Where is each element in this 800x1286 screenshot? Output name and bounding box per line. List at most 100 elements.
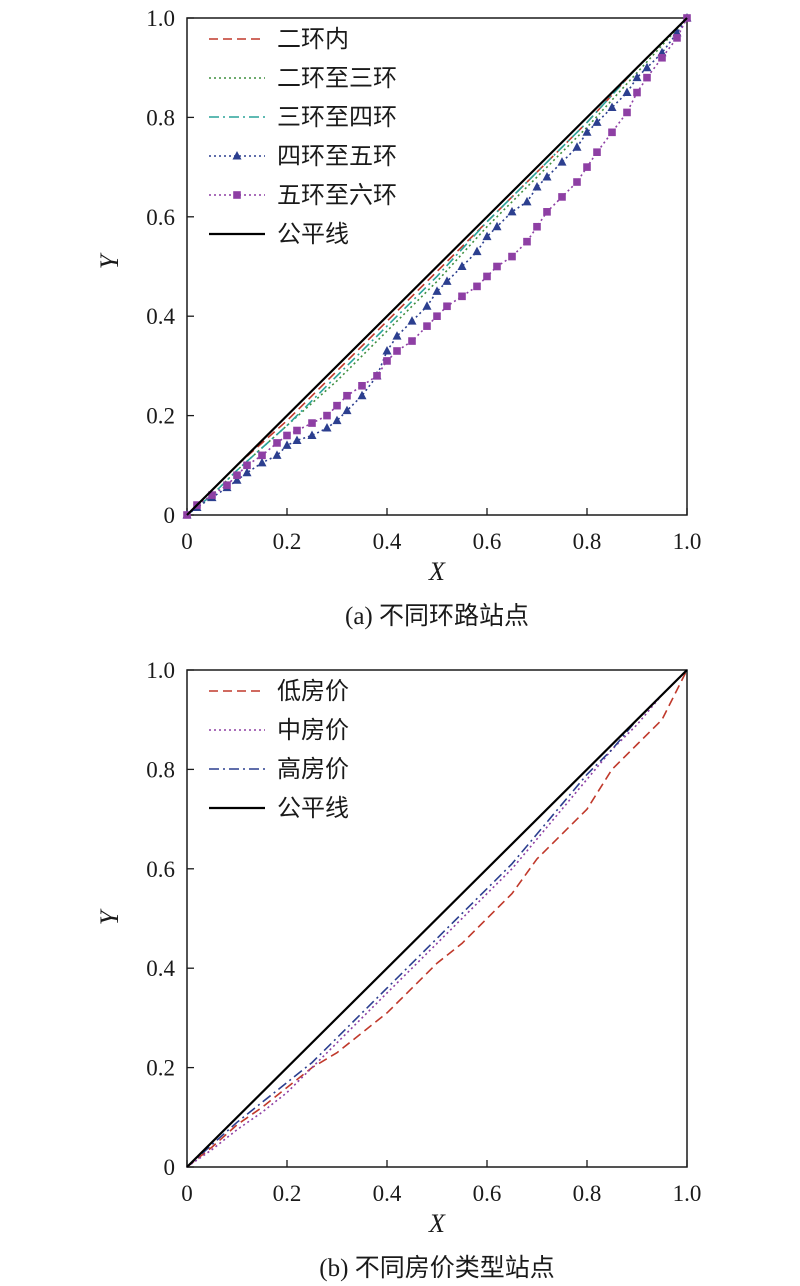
- series-line-0: [186, 669, 688, 1168]
- data-point: [422, 301, 432, 310]
- series-layer: [186, 669, 688, 1168]
- y-axis-label: Y: [95, 908, 124, 925]
- data-point: [593, 148, 601, 156]
- series-line-3: [186, 669, 688, 1168]
- x-tick-label: 0: [181, 529, 193, 554]
- x-tick-label: 0.4: [373, 1181, 402, 1206]
- legend-label: 公平线: [277, 220, 349, 248]
- data-point: [493, 262, 501, 271]
- x-ticks: 0 0.2 0.4 0.6 0.8 1.0: [181, 1160, 701, 1206]
- data-point: [622, 87, 632, 97]
- x-tick-label: 0.4: [373, 529, 402, 554]
- data-point: [223, 481, 231, 489]
- panel-caption: (b) 不同房价类型站点: [319, 1254, 554, 1282]
- data-point: [543, 208, 551, 216]
- data-point: [343, 391, 351, 400]
- y-tick-label: 0.2: [146, 404, 175, 429]
- series-line-2: [186, 17, 688, 516]
- data-point: [333, 401, 341, 410]
- data-point: [583, 163, 591, 171]
- data-point: [257, 457, 267, 467]
- data-point: [208, 491, 216, 499]
- legend-marker: [232, 151, 242, 160]
- data-point: [292, 435, 302, 444]
- data-point: [642, 62, 652, 72]
- x-tick-label: 0: [181, 1181, 193, 1206]
- y-tick-label: 0.8: [146, 757, 175, 782]
- data-point: [282, 440, 292, 449]
- data-point: [272, 450, 282, 459]
- chart-panel-b: 0 0.2 0.4 0.6 0.8 1.0 0 0.2 0.4 0.6 0.8 1.0 低房价中房价…: [95, 658, 701, 1282]
- x-tick-label: 0.2: [273, 1181, 302, 1206]
- y-tick-label: 0.6: [146, 205, 175, 230]
- data-point: [383, 357, 391, 365]
- legend-label: 公平线: [277, 794, 349, 822]
- legend-label: 高房价: [277, 755, 349, 783]
- data-point: [522, 196, 532, 206]
- data-point: [308, 419, 316, 427]
- data-point: [482, 231, 492, 241]
- data-point: [342, 405, 352, 415]
- x-axis-label: X: [428, 1209, 446, 1238]
- data-point: [483, 272, 491, 281]
- data-point: [332, 415, 342, 425]
- data-point: [458, 292, 466, 301]
- data-point: [558, 193, 566, 201]
- x-tick-label: 1.0: [673, 529, 702, 554]
- data-point: [457, 261, 467, 270]
- data-point: [283, 431, 291, 440]
- legend-label: 二环内: [277, 25, 349, 53]
- data-point: [382, 345, 392, 355]
- data-point: [492, 221, 502, 231]
- data-point: [233, 471, 241, 480]
- data-point: [407, 316, 417, 325]
- y-tick-label: 0: [164, 503, 176, 528]
- data-point: [442, 276, 452, 285]
- y-tick-label: 0.4: [146, 304, 175, 329]
- data-point: [608, 128, 616, 137]
- data-point: [423, 322, 431, 330]
- series-line-1: [186, 669, 688, 1168]
- legend-label: 中房价: [277, 716, 349, 744]
- x-tick-label: 0.8: [573, 529, 602, 554]
- x-tick-label: 0.2: [273, 529, 302, 554]
- data-point: [432, 286, 442, 295]
- plot-frame: [186, 17, 688, 516]
- data-point: [472, 246, 482, 256]
- data-point: [473, 282, 481, 291]
- data-point: [532, 181, 542, 191]
- y-tick-label: 0.6: [146, 857, 175, 882]
- x-axis-label: X: [428, 557, 446, 586]
- plot-frame: [186, 669, 688, 1168]
- legend-label: 五环至六环: [277, 181, 397, 209]
- data-point: [572, 142, 582, 151]
- y-tick-label: 1.0: [146, 658, 175, 683]
- series-line-2: [186, 669, 688, 1168]
- y-ticks: 0 0.2 0.4 0.6 0.8 1.0: [146, 658, 194, 1180]
- data-point: [258, 451, 266, 460]
- data-point: [433, 312, 441, 320]
- data-point: [293, 426, 301, 435]
- x-ticks: 0 0.2 0.4 0.6 0.8 1.0: [181, 508, 701, 554]
- data-point: [658, 53, 666, 62]
- data-point: [633, 88, 641, 97]
- data-point: [533, 222, 541, 231]
- data-point: [408, 337, 416, 345]
- data-point: [582, 127, 592, 136]
- chart-panel-a: 0 0.2 0.4 0.6 0.8 1.0 0 0.2 0.4 0.6 0.8 1.0 二环内二环至…: [95, 6, 701, 630]
- series-line-5: [186, 17, 688, 516]
- y-axis-label: Y: [95, 252, 124, 269]
- data-point: [373, 372, 381, 380]
- data-point: [607, 102, 617, 111]
- y-tick-label: 1.0: [146, 6, 175, 31]
- data-point: [557, 157, 567, 166]
- x-tick-label: 0.6: [473, 529, 502, 554]
- data-point: [507, 206, 517, 216]
- data-point: [232, 475, 242, 484]
- data-point: [323, 411, 331, 420]
- data-point: [357, 390, 367, 400]
- panel-caption: (a) 不同环路站点: [345, 602, 529, 630]
